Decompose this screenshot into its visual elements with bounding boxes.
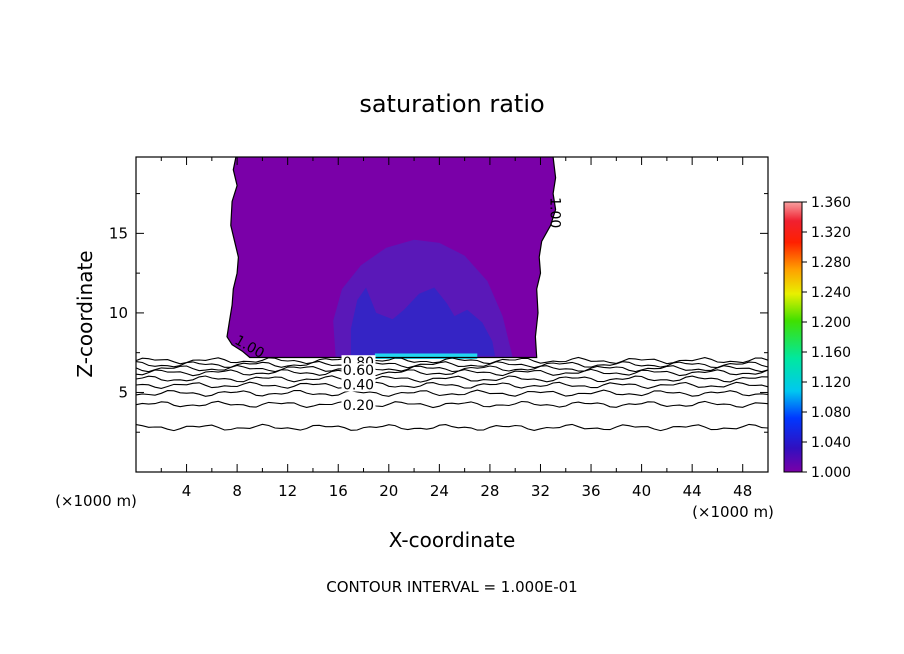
x-tick-label: 32 (531, 482, 550, 500)
x-axis-ticks: 4 8 12 16 20 24 28 32 36 40 44 48 (160, 157, 752, 500)
colorbar-label: 1.120 (811, 375, 851, 391)
x-tick-label: 28 (480, 482, 499, 500)
x-tick-label: 36 (581, 482, 600, 500)
saturation-peak-band (374, 353, 478, 360)
y-tick-label: 15 (109, 224, 128, 242)
contour-line (135, 364, 769, 373)
colorbar-labels: 1.360 1.320 1.280 1.240 1.200 1.160 1.120 1.080… (802, 195, 851, 481)
contour-1-00 (226, 156, 557, 359)
colorbar-label: 1.280 (811, 255, 851, 271)
colorbar-label: 1.000 (811, 465, 851, 481)
colorbar (783, 201, 803, 473)
y-tick-label: 5 (118, 383, 128, 401)
x-axis-label: X-coordinate (389, 528, 516, 552)
colorbar-label: 1.200 (811, 315, 851, 331)
plot-frame (135, 156, 769, 473)
contour-line (135, 375, 769, 383)
contour-lines (135, 156, 769, 432)
plot-area: 1.001.000.800.600.400.20 481216202428323… (109, 156, 769, 500)
contour-line (135, 423, 769, 432)
x-tick-label: 8 (232, 482, 242, 500)
contour-line (135, 356, 769, 365)
colorbar-label: 1.160 (811, 345, 851, 361)
x-tick-label: 48 (733, 482, 752, 500)
contour-line (135, 360, 769, 369)
colorbar-label: 1.360 (811, 195, 851, 211)
x-tick-label: 20 (379, 482, 398, 500)
saturation-core-2 (350, 287, 495, 356)
colorbar-label: 1.040 (811, 435, 851, 451)
contour-label-text: 0.40 (343, 378, 374, 394)
contour-label: 1.00 (547, 197, 563, 228)
contour-line (135, 368, 769, 377)
x-tick-label: 44 (683, 482, 702, 500)
chart-title: saturation ratio (359, 90, 544, 118)
contour-line (135, 381, 769, 389)
contour-interval-note: CONTOUR INTERVAL = 1.000E-01 (326, 578, 577, 596)
contour-label-text: 0.60 (343, 363, 374, 379)
y-axis-ticks: 5 10 15 (109, 193, 768, 433)
x-tick-label: 40 (632, 482, 651, 500)
contour-line (135, 389, 769, 397)
y-tick-label: 10 (109, 304, 128, 322)
saturation-fill-layers (227, 157, 556, 360)
colorbar-label: 1.240 (811, 285, 851, 301)
x-tick-label: 12 (278, 482, 297, 500)
x-tick-label: 16 (329, 482, 348, 500)
contour-label: 0.20 (341, 398, 376, 414)
colorbar-label: 1.320 (811, 225, 851, 241)
contour-line (135, 400, 769, 409)
x-unit-left: (×1000 m) (55, 492, 137, 510)
contour-label-text: 1.00 (547, 197, 563, 228)
contour-label: 0.40 (341, 377, 376, 394)
contour-label-text: 0.20 (343, 398, 374, 414)
contour-label: 0.60 (341, 363, 376, 379)
x-tick-label: 4 (182, 482, 192, 500)
x-tick-label: 24 (430, 482, 449, 500)
colorbar-label: 1.080 (811, 405, 851, 421)
x-unit-right: (×1000 m) (692, 503, 774, 521)
y-axis-label: Z-coordinate (73, 250, 97, 377)
